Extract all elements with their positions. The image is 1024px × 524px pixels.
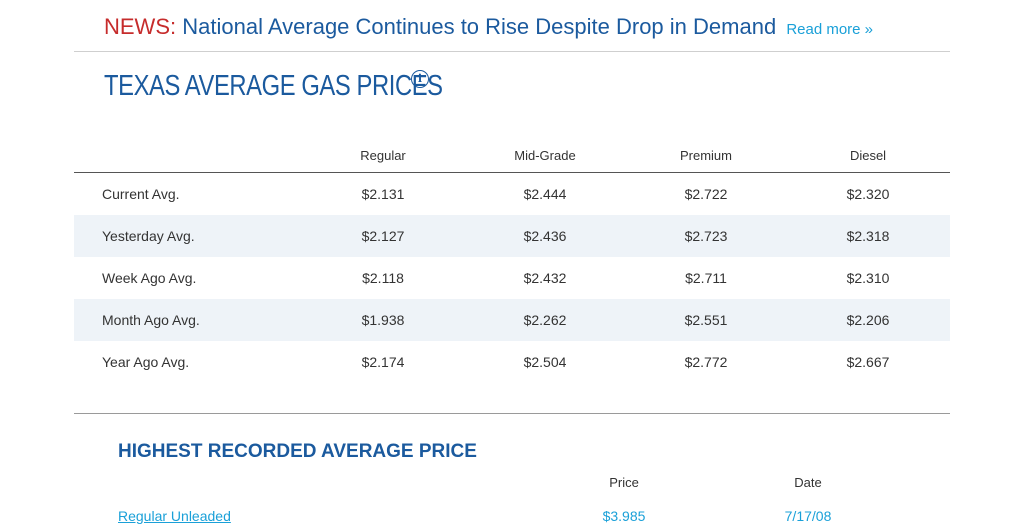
header-premium: Premium bbox=[679, 148, 732, 163]
price-cell: $2.432 bbox=[523, 270, 567, 286]
row-label: Week Ago Avg. bbox=[102, 270, 197, 286]
price-cell: $2.131 bbox=[361, 186, 405, 202]
highest-fuel-link[interactable]: Regular Unleaded bbox=[118, 508, 231, 524]
table-header: Regular Mid-Grade Premium Diesel bbox=[74, 138, 950, 173]
row-label: Year Ago Avg. bbox=[102, 354, 190, 370]
info-icon[interactable]: i bbox=[411, 70, 429, 88]
header-diesel: Diesel bbox=[849, 148, 887, 163]
price-cell: $2.551 bbox=[684, 312, 728, 328]
highest-price-value: $3.985 bbox=[602, 508, 646, 524]
price-cell: $2.310 bbox=[846, 270, 890, 286]
row-label: Yesterday Avg. bbox=[102, 228, 195, 244]
price-cell: $2.711 bbox=[685, 270, 727, 286]
highest-date-value: 7/17/08 bbox=[784, 508, 832, 524]
price-cell: $2.504 bbox=[523, 354, 567, 370]
price-cell: $2.444 bbox=[523, 186, 567, 202]
price-table: Regular Mid-Grade Premium Diesel Current… bbox=[74, 138, 950, 383]
price-cell: $2.127 bbox=[361, 228, 405, 244]
top-divider bbox=[74, 51, 950, 52]
highest-header-price: Price bbox=[609, 475, 639, 490]
price-cell: $2.722 bbox=[684, 186, 728, 202]
price-cell: $2.318 bbox=[846, 228, 890, 244]
price-cell: $2.320 bbox=[846, 186, 890, 202]
price-cell: $1.938 bbox=[361, 312, 405, 328]
price-cell: $2.174 bbox=[361, 354, 405, 370]
price-cell: $2.723 bbox=[684, 228, 728, 244]
price-cell: $2.436 bbox=[523, 228, 567, 244]
price-cell: $2.118 bbox=[362, 270, 404, 286]
section-divider bbox=[74, 413, 950, 414]
page-title: TEXAS AVERAGE GAS PRICES bbox=[104, 70, 443, 102]
news-bar: NEWS: National Average Continues to Rise… bbox=[104, 14, 873, 40]
header-regular: Regular bbox=[360, 148, 406, 163]
table-row: Week Ago Avg. $2.118 $2.432 $2.711 $2.31… bbox=[74, 257, 950, 299]
row-label: Month Ago Avg. bbox=[102, 312, 200, 328]
read-more-link[interactable]: Read more » bbox=[786, 21, 874, 38]
header-mid-grade: Mid-Grade bbox=[514, 148, 576, 163]
table-row: Yesterday Avg. $2.127 $2.436 $2.723 $2.3… bbox=[74, 215, 950, 257]
table-row: Year Ago Avg. $2.174 $2.504 $2.772 $2.66… bbox=[74, 341, 950, 383]
price-cell: $2.772 bbox=[684, 354, 728, 370]
news-label: NEWS: bbox=[104, 14, 177, 39]
highest-price-title: HIGHEST RECORDED AVERAGE PRICE bbox=[118, 441, 477, 462]
news-headline-link[interactable]: National Average Continues to Rise Despi… bbox=[182, 14, 777, 39]
table-row: Current Avg. $2.131 $2.444 $2.722 $2.320 bbox=[74, 173, 950, 215]
price-cell: $2.262 bbox=[523, 312, 567, 328]
price-cell: $2.206 bbox=[846, 312, 890, 328]
price-cell: $2.667 bbox=[846, 354, 890, 370]
highest-header-date: Date bbox=[794, 475, 822, 490]
table-row: Month Ago Avg. $1.938 $2.262 $2.551 $2.2… bbox=[74, 299, 950, 341]
row-label: Current Avg. bbox=[102, 186, 180, 202]
